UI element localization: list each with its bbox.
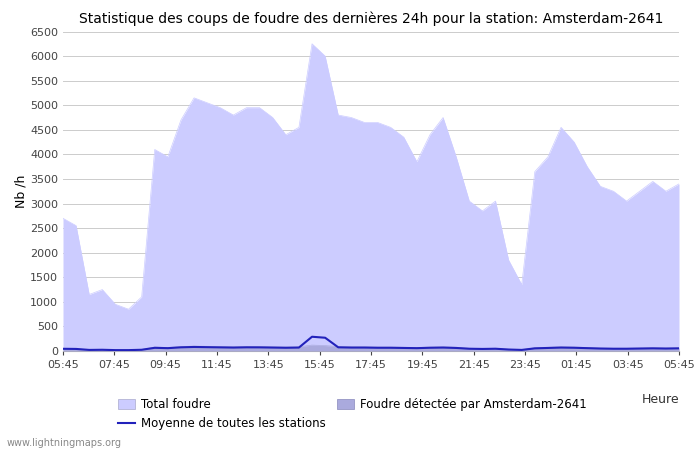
- Text: Heure: Heure: [641, 392, 679, 405]
- Title: Statistique des coups de foudre des dernières 24h pour la station: Amsterdam-264: Statistique des coups de foudre des dern…: [79, 12, 663, 26]
- Y-axis label: Nb /h: Nb /h: [14, 175, 27, 208]
- Text: www.lightningmaps.org: www.lightningmaps.org: [7, 438, 122, 448]
- Legend: Total foudre, Moyenne de toutes les stations, Foudre détectée par Amsterdam-2641: Total foudre, Moyenne de toutes les stat…: [118, 398, 587, 430]
